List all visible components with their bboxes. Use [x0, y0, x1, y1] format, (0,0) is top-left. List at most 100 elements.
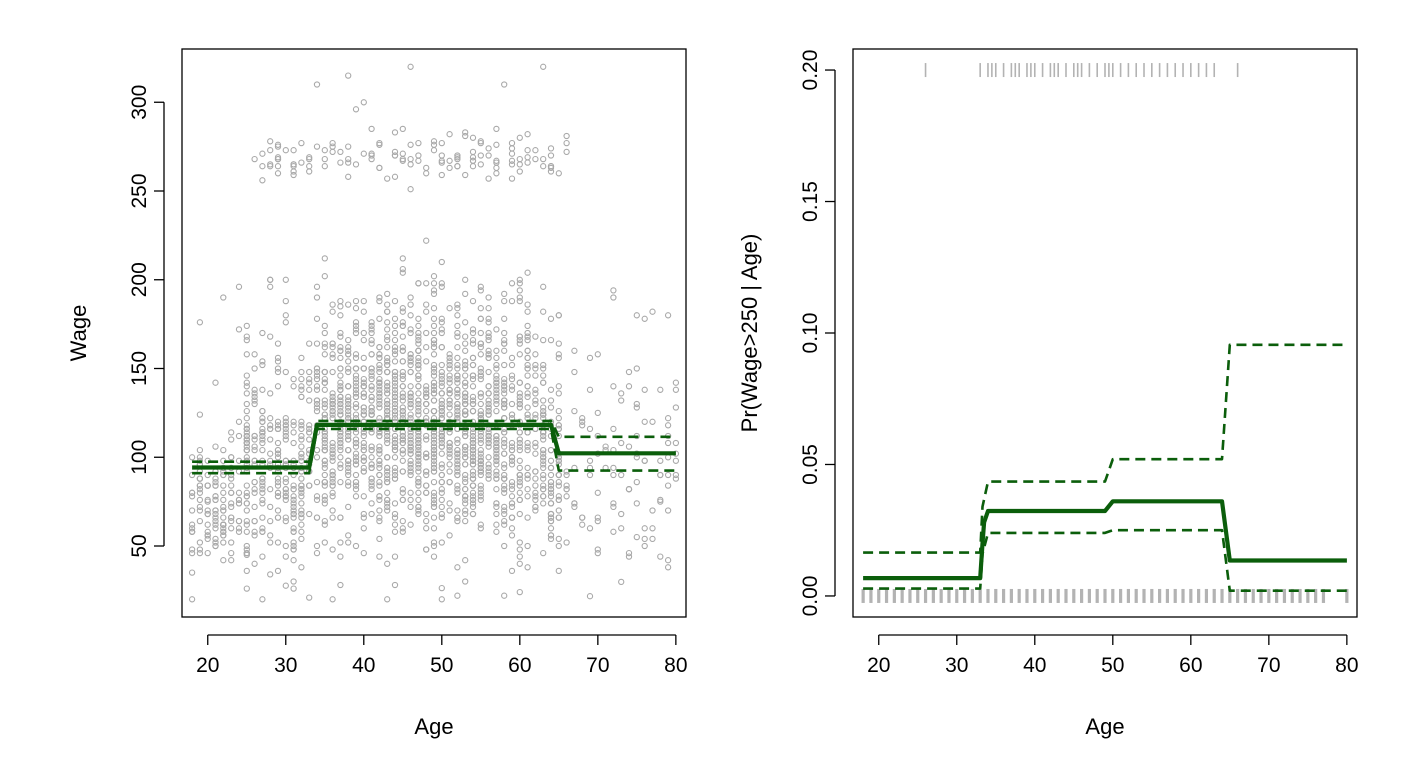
probability-rug [861, 63, 1349, 603]
wage-data-point [649, 418, 656, 425]
wage-data-point [586, 354, 594, 362]
wage-data-point [360, 549, 367, 557]
wage-data-point [360, 439, 367, 447]
wage-data-point [251, 432, 258, 440]
wage-data-point [188, 525, 196, 532]
wage-data-point [501, 347, 508, 354]
wage-data-point [306, 368, 313, 376]
wage-data-point [352, 404, 360, 411]
wage-data-point [290, 163, 297, 170]
wage-data-point [438, 411, 445, 418]
wage-data-point [360, 443, 367, 450]
wage-data-point [282, 478, 289, 486]
wage-data-point [423, 358, 430, 365]
wage-data-point [454, 163, 461, 170]
wage-data-point [446, 131, 453, 138]
wage-data-point [469, 500, 477, 507]
wage-data-point [196, 517, 204, 525]
wage-data-point [337, 386, 344, 393]
wage-data-point [516, 510, 523, 518]
wage-data-point [649, 525, 656, 532]
wage-data-point [477, 446, 484, 454]
wage-data-point [407, 436, 414, 443]
wage-data-point [220, 539, 227, 546]
wage-data-point [579, 514, 586, 521]
wage-data-point [368, 510, 375, 518]
wage-data-point [274, 507, 282, 514]
wage-data-point [399, 404, 406, 411]
wage-data-point [384, 439, 391, 447]
wage-data-point [415, 347, 422, 354]
wage-data-point [321, 368, 328, 376]
wage-data-point [438, 415, 445, 422]
wage-data-point [298, 468, 305, 475]
wage-data-point [657, 471, 664, 479]
wage-data-point [438, 464, 445, 472]
wage-data-point [368, 386, 375, 393]
wage-data-point [345, 446, 352, 454]
wage-data-point [391, 528, 399, 535]
wage-data-point [407, 368, 414, 376]
wage-data-point [508, 161, 516, 168]
wage-data-point [501, 315, 508, 322]
wage-data-point [282, 514, 289, 521]
wage-data-point [399, 255, 406, 262]
wage-data-point [532, 482, 539, 489]
wage-data-point [462, 393, 469, 401]
wage-data-point [212, 482, 219, 489]
wage-data-point [235, 525, 243, 532]
probability-y-tick-label: 0.10 [799, 313, 822, 354]
wage-data-point [243, 454, 250, 461]
wage-data-point [298, 510, 305, 518]
wage-data-point [430, 273, 438, 280]
wage-data-point [368, 404, 375, 411]
wage-data-point [407, 141, 414, 148]
wage-data-point [360, 375, 367, 383]
wage-data-point [462, 496, 469, 504]
wage-data-point [368, 475, 375, 482]
wage-data-point [540, 372, 547, 379]
wage-data-point [477, 138, 484, 145]
wage-data-point [313, 283, 321, 290]
wage-data-point [415, 507, 422, 514]
wage-data-point [212, 539, 219, 546]
wage-data-point [454, 461, 461, 468]
wage-data-point [329, 475, 336, 482]
wage-data-point [321, 436, 328, 443]
wage-data-point [267, 450, 274, 457]
wage-data-point [524, 361, 531, 369]
wage-data-point [516, 404, 523, 411]
wage-data-point [672, 386, 680, 393]
wage-data-point [368, 407, 375, 415]
probability-x-tick-label: 20 [867, 654, 890, 677]
wage-data-point [188, 493, 196, 500]
wage-data-point [493, 450, 500, 457]
wage-data-point [384, 344, 391, 351]
wage-data-point [454, 375, 461, 383]
wage-data-point [376, 443, 383, 450]
wage-data-point [477, 351, 484, 358]
wage-data-point [345, 365, 352, 372]
wage-data-point [321, 493, 328, 500]
wage-data-point [290, 422, 297, 429]
wage-data-point [438, 152, 445, 159]
wage-data-point [407, 354, 414, 362]
wage-data-point [446, 404, 453, 411]
wage-data-point [274, 365, 282, 372]
wage-data-point [313, 496, 321, 504]
wage-data-point [508, 567, 516, 575]
wage-data-point [540, 411, 547, 418]
wage-data-point [391, 446, 399, 454]
wage-data-point [462, 517, 469, 525]
probability-x-tick-label: 60 [1179, 654, 1202, 677]
wage-data-point [516, 294, 523, 301]
wage-data-point [391, 336, 399, 344]
wage-data-point [430, 147, 438, 154]
wage-data-point [337, 354, 344, 362]
wage-data-point [298, 454, 305, 461]
wage-data-point [438, 319, 445, 326]
probability-plot-frame [852, 48, 1358, 618]
wage-data-point [485, 475, 492, 482]
wage-data-point [243, 521, 250, 528]
wage-data-point [329, 514, 336, 521]
